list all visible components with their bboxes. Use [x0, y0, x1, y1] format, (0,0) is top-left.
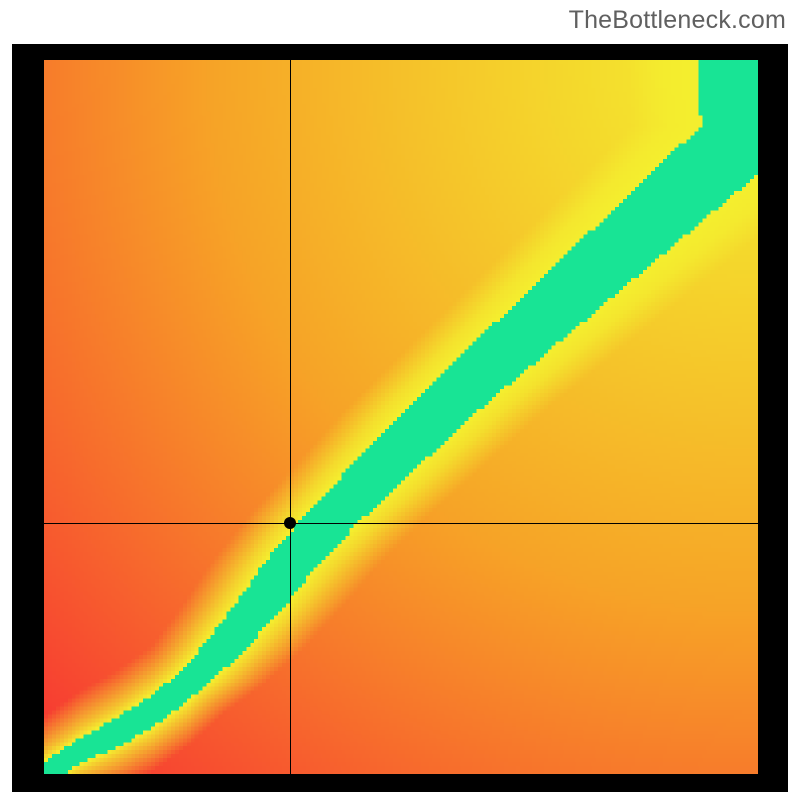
heatmap-canvas: [44, 60, 758, 774]
watermark-text: TheBottleneck.com: [569, 6, 786, 35]
crosshair-vertical: [290, 60, 291, 774]
chart-container: TheBottleneck.com: [0, 0, 800, 800]
crosshair-horizontal: [44, 523, 758, 524]
heatmap-plot-area: [44, 60, 758, 774]
